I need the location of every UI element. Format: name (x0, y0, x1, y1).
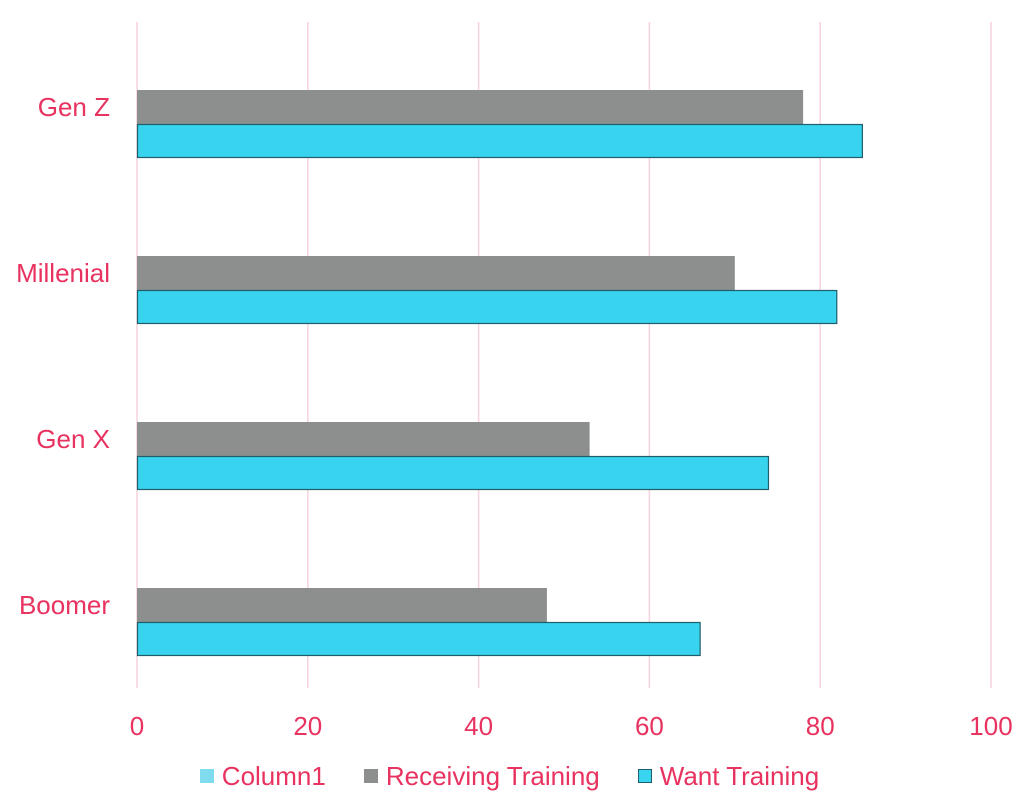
category-label: Gen X (36, 424, 110, 454)
legend: Column1 Receiving Training Want Training (0, 754, 1019, 798)
legend-swatch-column1 (200, 769, 214, 783)
x-tick-label: 40 (464, 711, 493, 741)
x-tick-label: 100 (969, 711, 1012, 741)
x-tick-label: 80 (806, 711, 835, 741)
category-label: Gen Z (38, 92, 110, 122)
legend-item-column1: Column1 (200, 761, 326, 791)
bars (137, 90, 862, 656)
legend-swatch-receiving-training (364, 769, 378, 783)
legend-item-receiving-training: Receiving Training (364, 761, 600, 791)
bar-want-training (138, 623, 701, 656)
x-tick-label: 0 (130, 711, 144, 741)
x-tick-label: 20 (293, 711, 322, 741)
legend-label-receiving-training: Receiving Training (386, 761, 600, 791)
bar-want-training (138, 457, 769, 490)
bar-receiving-training (137, 90, 803, 124)
category-label: Millenial (16, 258, 110, 288)
category-label: Boomer (19, 590, 110, 620)
bar-receiving-training (137, 256, 735, 290)
legend-swatch-want-training (638, 769, 652, 783)
legend-label-want-training: Want Training (660, 761, 819, 791)
legend-label-column1: Column1 (222, 761, 326, 791)
bar-receiving-training (137, 422, 590, 456)
bar-want-training (138, 291, 837, 324)
x-tick-label: 60 (635, 711, 664, 741)
category-labels: Gen Z Millenial Gen X Boomer (16, 92, 110, 620)
legend-item-want-training: Want Training (638, 761, 819, 791)
bar-want-training (138, 125, 863, 158)
bar-receiving-training (137, 588, 547, 622)
x-tick-labels: 0 20 40 60 80 100 (130, 711, 1013, 741)
